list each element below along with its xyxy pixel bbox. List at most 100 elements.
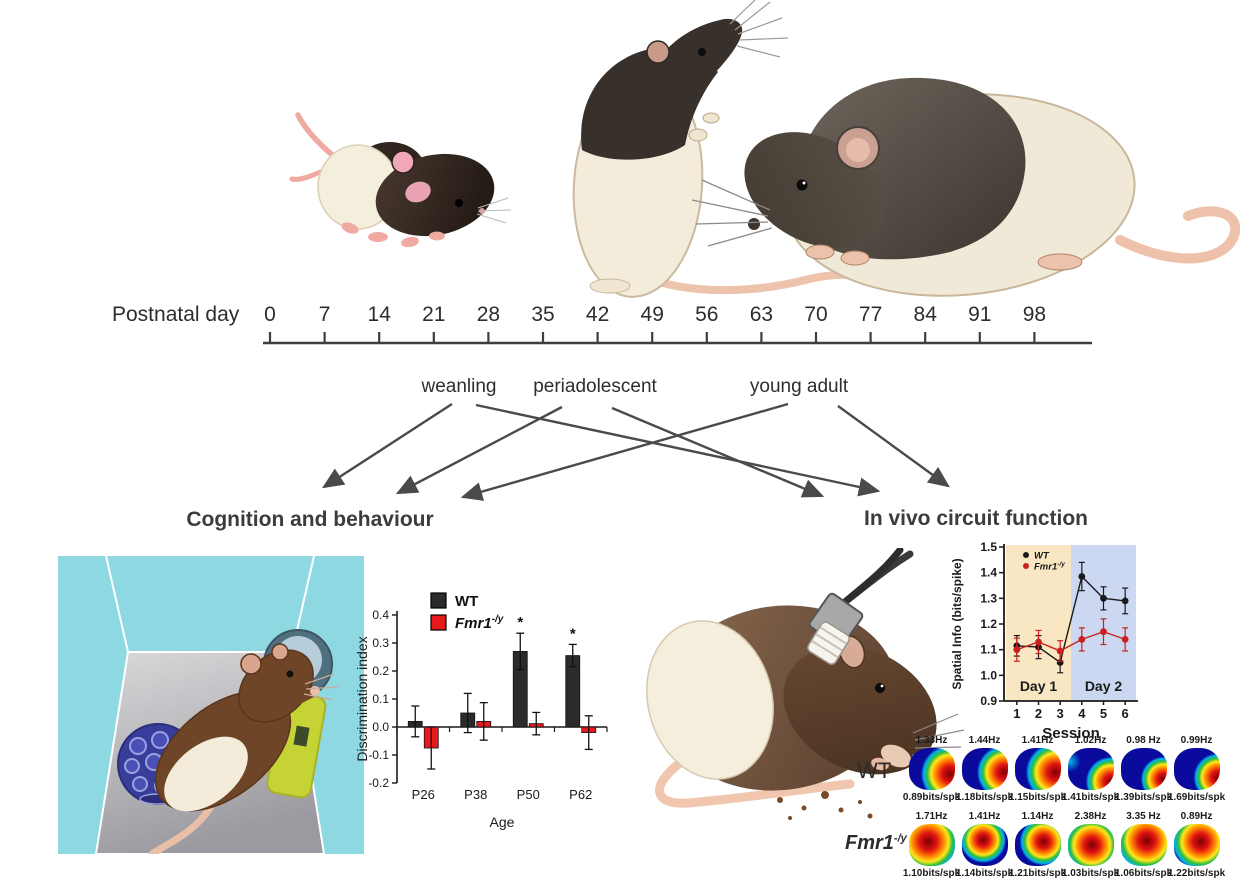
svg-text:P62: P62 [569, 787, 592, 802]
rat-with-headstage [646, 548, 965, 820]
place-field-cell: 1.44Hz 1.18bits/spk [956, 734, 1013, 804]
mapping-arrow [837, 405, 950, 488]
data-point-WT [1121, 597, 1129, 605]
firing-rate-label: 2.38Hz [1074, 811, 1107, 822]
legend-label: WT [455, 593, 478, 610]
significance-marker: * [517, 614, 523, 631]
place-field-cell: 1.41Hz 1.15bits/spk [1009, 734, 1066, 804]
place-field-cell: 3.35 Hz 1.06bits/spk [1114, 810, 1173, 879]
mapping-arrow [395, 405, 563, 495]
svg-text:0.4: 0.4 [372, 608, 389, 622]
place-field-heatmap [908, 748, 955, 790]
spatial-info-label: 1.41bits/spk [1061, 792, 1120, 803]
svg-text:Age: Age [490, 814, 515, 830]
firing-rate-label: 1.41Hz [1021, 735, 1054, 746]
svg-text:1.0: 1.0 [980, 668, 997, 682]
firing-rate-label: 1.33Hz [915, 735, 948, 746]
postnatal-timeline: 0 7 14 21 28 35 42 49 56 63 70 77 84 91 98 weanling peri… [263, 303, 1092, 397]
place-field-cell: 1.14Hz 1.21bits/spk [1008, 810, 1067, 879]
spatial-info-label: 1.14bits/spk [955, 868, 1014, 879]
timeline-tick-label: 35 [531, 303, 554, 326]
mapping-arrow [611, 406, 825, 498]
svg-text:4: 4 [1078, 706, 1086, 721]
timeline-tick-label: 14 [368, 303, 392, 326]
firing-rate-label: 1.71Hz [915, 811, 948, 822]
svg-text:1: 1 [1013, 706, 1020, 721]
place-field-heatmap [1120, 748, 1167, 790]
spatial-info-line-chart: Day 1 Day 2 0.9 1.0 1.1 1.2 1.3 1.4 1.5 1 2 3 4 5 6 Ses… [950, 540, 1138, 742]
timeline-tick-label: 91 [968, 303, 991, 326]
timeline-tick-label: 56 [695, 303, 718, 326]
svg-text:Discrimination index: Discrimination index [355, 636, 370, 761]
place-field-cell: 2.38Hz 1.03bits/spk [1062, 810, 1119, 879]
stage-label: periadolescent [533, 376, 657, 397]
stage-label: weanling [421, 376, 497, 397]
timeline-tick-label: 7 [319, 303, 331, 326]
svg-text:1.4: 1.4 [980, 566, 997, 580]
data-point-Fmr1 [1121, 636, 1129, 643]
place-field-heatmap [1067, 824, 1114, 866]
svg-text:1.5: 1.5 [980, 540, 997, 554]
timeline-tick-label: 28 [477, 303, 500, 326]
food-crumbs [777, 791, 873, 820]
svg-text:1.3: 1.3 [980, 591, 997, 605]
svg-text:6: 6 [1122, 706, 1129, 721]
place-field-cell: 1.71Hz 1.10bits/spk [903, 810, 960, 879]
data-point-Fmr1 [1078, 636, 1086, 643]
discrimination-index-bar-chart: 0.4 0.3 0.2 0.1 0.0 -0.1 -0.2 P26 P38 P50 P62 * * Age… [355, 592, 608, 830]
data-point-Fmr1 [1035, 638, 1042, 646]
timeline-tick-label: 0 [264, 303, 276, 326]
mapping-arrow [321, 402, 453, 489]
timeline-tick-label: 63 [750, 303, 773, 326]
significance-marker: * [570, 625, 576, 642]
svg-text:5: 5 [1100, 706, 1107, 721]
place-field-heatmap [961, 748, 1008, 790]
heatmap-row-fmr1: 1.71Hz 1.10bits/spk 1.41Hz 1.14bits/spk 1.14… [903, 810, 1225, 879]
legend-label: Fmr1-/y [455, 614, 504, 632]
data-point-Fmr1 [1056, 647, 1064, 655]
place-field-heatmap [1014, 748, 1061, 790]
svg-text:1.2: 1.2 [980, 617, 997, 631]
place-field-heatmap [1014, 824, 1061, 866]
spatial-info-label: 1.21bits/spk [1008, 868, 1067, 879]
spatial-info-label: 1.06bits/spk [1114, 868, 1173, 879]
place-field-cell: 0.99Hz 1.69bits/spk [1167, 734, 1226, 804]
timeline-tick-label: 42 [586, 303, 609, 326]
developmental-stages-rats-illustration [289, 0, 1240, 298]
data-point-WT [1100, 594, 1107, 602]
mapping-arrow [460, 402, 789, 501]
heatmap-row-label-fmr1: Fmr1-/y [845, 832, 907, 854]
stage-label: young adult [750, 376, 849, 397]
svg-text:0.3: 0.3 [372, 636, 389, 650]
legend-swatch [430, 614, 447, 631]
spatial-info-label: 1.69bits/spk [1167, 792, 1226, 803]
firing-rate-label: 1.14Hz [1021, 811, 1054, 822]
svg-text:0.0: 0.0 [372, 720, 389, 734]
firing-rate-label: 3.35 Hz [1126, 811, 1161, 822]
legend-swatch [430, 592, 447, 609]
place-field-heatmap [1173, 824, 1220, 866]
spatial-info-label: 1.39bits/spk [1114, 792, 1173, 803]
implanted-rat-illustration [646, 548, 965, 820]
place-field-heatmap [1173, 748, 1220, 790]
data-point-WT [1078, 573, 1086, 580]
place-field-heatmap [1067, 748, 1114, 790]
place-field-cell: 1.02Hz 1.41bits/spk [1061, 734, 1120, 804]
firing-rate-label: 1.02Hz [1074, 735, 1107, 746]
firing-rate-label: 1.44Hz [968, 735, 1001, 746]
mapping-arrow [475, 403, 881, 497]
firing-rate-label: 0.89Hz [1180, 811, 1213, 822]
place-field-cell: 0.98 Hz 1.39bits/spk [1114, 734, 1173, 804]
young-adult-rat-illustration [691, 77, 1240, 297]
in-vivo-circuit-heading: In vivo circuit function [863, 507, 1089, 530]
place-field-heatmap [1120, 824, 1167, 866]
place-field-cell: 1.33Hz 0.89bits/spk [903, 734, 960, 804]
timeline-tick-label: 49 [641, 303, 664, 326]
firing-rate-label: 0.98 Hz [1126, 735, 1161, 746]
legend-label: WT [1034, 551, 1050, 562]
svg-text:2: 2 [1035, 706, 1042, 721]
day-band [1006, 545, 1071, 701]
svg-text:0.9: 0.9 [980, 694, 997, 708]
cognition-behaviour-heading: Cognition and behaviour [186, 508, 434, 531]
svg-text:Session: Session [1042, 725, 1100, 742]
